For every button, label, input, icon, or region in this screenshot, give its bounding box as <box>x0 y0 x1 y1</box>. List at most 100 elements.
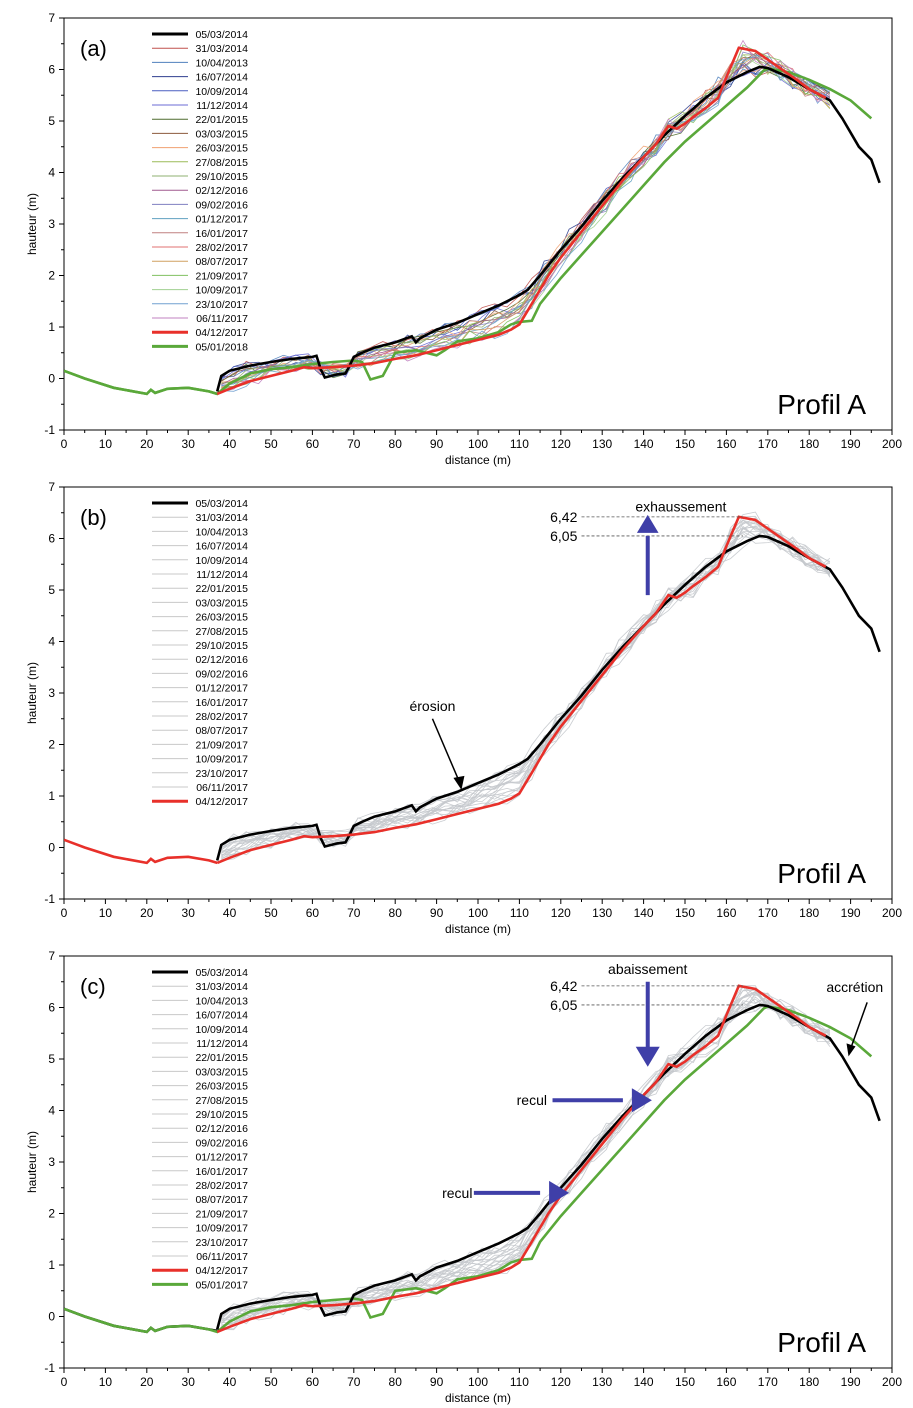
x-tick-label: 200 <box>882 437 902 451</box>
legend-entry: 01/12/2017 <box>195 214 248 226</box>
x-tick-label: 130 <box>592 1375 612 1389</box>
x-tick-label: 60 <box>306 906 320 920</box>
legend-entry: 16/01/2017 <box>195 1166 248 1178</box>
series-line-thin <box>221 54 831 384</box>
x-tick-label: 30 <box>182 906 196 920</box>
legend-entry: 22/01/2015 <box>195 114 248 126</box>
x-tick-label: 170 <box>758 437 778 451</box>
y-tick-label: 6 <box>48 532 55 546</box>
arrow-head-icon <box>453 775 465 790</box>
series-line-thin <box>221 52 831 382</box>
series-line-thin <box>221 530 830 847</box>
panel-a: 0 10 20 30 40 50 60 70 80 90 100 110 120 130 140 150 160… <box>0 0 913 469</box>
series-line-thin <box>221 985 831 1327</box>
x-tick-label: 70 <box>347 906 361 920</box>
series-line-thin <box>221 987 831 1331</box>
series-line-thin <box>221 64 831 378</box>
x-tick-label: 110 <box>510 1375 529 1389</box>
x-tick-label: 120 <box>551 1375 571 1389</box>
legend-entry: 28/02/2017 <box>195 1180 248 1192</box>
legend-entry: 01/12/2017 <box>195 683 248 695</box>
arrow-head-icon <box>631 1088 652 1113</box>
series-line-thin <box>221 1001 831 1321</box>
arrow-head-icon <box>549 1180 570 1205</box>
series-line-thin <box>221 527 831 851</box>
x-tick-label: 20 <box>140 1375 154 1389</box>
profile-label: Profil A <box>777 858 866 889</box>
legend-entry: 31/03/2014 <box>195 981 248 993</box>
y-tick-label: 5 <box>48 1052 55 1066</box>
series-line-thin <box>221 990 831 1322</box>
legend-entry: 09/02/2016 <box>195 1137 248 1149</box>
y-tick-label: 0 <box>48 372 55 386</box>
x-tick-label: 20 <box>140 906 154 920</box>
series-line-thin <box>221 56 831 385</box>
legend-entry: 06/11/2017 <box>196 782 248 794</box>
series-line-thin <box>221 994 831 1320</box>
plot-frame <box>63 955 893 1369</box>
legend-entry: 16/07/2014 <box>195 541 248 553</box>
legend-entry: 04/12/2017 <box>195 1265 248 1277</box>
legend-entry: 04/12/2017 <box>195 796 248 808</box>
series-line-thin <box>221 67 831 378</box>
series-line-thin <box>221 46 830 388</box>
y-axis-label: hauteur (m) <box>25 193 39 255</box>
series-line-black <box>215 534 881 861</box>
annotation-text: 6,05 <box>550 997 577 1013</box>
series-line-thin <box>221 519 831 856</box>
x-tick-label: 0 <box>61 1375 68 1389</box>
x-tick-label: 130 <box>592 437 612 451</box>
y-tick-label: 4 <box>48 635 55 649</box>
x-tick-label: 10 <box>99 906 113 920</box>
series-line-thin <box>221 63 831 381</box>
x-tick-label: 60 <box>306 1375 320 1389</box>
x-tick-label: 30 <box>182 1375 196 1389</box>
annotation-text: 6,42 <box>550 978 577 994</box>
series-line-thin <box>221 993 831 1329</box>
annotation-text: recul <box>517 1092 547 1108</box>
series-line-thin <box>221 526 831 847</box>
legend-entry: 10/09/2014 <box>195 555 248 567</box>
legend-entry: 27/08/2015 <box>195 157 248 169</box>
y-axis-label: hauteur (m) <box>25 662 39 724</box>
legend-entry: 31/03/2014 <box>195 43 248 55</box>
accretion-arrow <box>849 1002 868 1049</box>
legend-entry: 29/10/2015 <box>195 171 248 183</box>
x-tick-label: 40 <box>223 906 237 920</box>
series-line-thin <box>221 528 831 849</box>
series-line-black <box>215 1003 881 1330</box>
series-line-thin <box>221 51 831 388</box>
x-tick-label: 170 <box>758 906 778 920</box>
y-axis-label: hauteur (m) <box>25 1131 39 1193</box>
series-line-thin <box>221 519 831 861</box>
x-tick-label: 140 <box>634 1375 654 1389</box>
series-line-thin <box>221 987 831 1328</box>
y-tick-label: 6 <box>48 63 55 77</box>
x-tick-label: 70 <box>347 1375 361 1389</box>
series-line-red <box>216 984 827 1334</box>
series-line-thin <box>221 57 831 381</box>
x-tick-label: 60 <box>306 437 320 451</box>
chart-a: 0 10 20 30 40 50 60 70 80 90 100 110 120 130 140 150 160… <box>25 11 902 467</box>
y-tick-label: 2 <box>48 269 55 283</box>
series-line-thin <box>221 991 831 1323</box>
annotation-text: exhaussement <box>635 499 726 515</box>
panel-label: (c) <box>80 974 106 999</box>
series-line-thin <box>221 1001 831 1317</box>
legend-entry: 01/12/2017 <box>195 1152 248 1164</box>
legend-entry: 27/08/2015 <box>195 1095 248 1107</box>
series-line-black <box>215 65 881 392</box>
y-tick-label: -1 <box>44 892 55 906</box>
legend-entry: 09/02/2016 <box>195 199 248 211</box>
x-tick-label: 130 <box>592 906 612 920</box>
legend-entry: 26/03/2015 <box>195 1081 248 1093</box>
x-tick-label: 10 <box>99 1375 113 1389</box>
series-line-thin <box>221 61 831 379</box>
legend-entry: 10/04/2013 <box>195 57 248 69</box>
legend-entry: 23/10/2017 <box>195 299 248 311</box>
legend-entry: 10/09/2017 <box>195 285 248 297</box>
legend: 05/03/2014 31/03/2014 10/04/2013 16/07/2014… <box>152 29 248 353</box>
x-tick-label: 80 <box>389 906 403 920</box>
plot-frame <box>63 17 893 431</box>
x-tick-label: 110 <box>510 437 529 451</box>
